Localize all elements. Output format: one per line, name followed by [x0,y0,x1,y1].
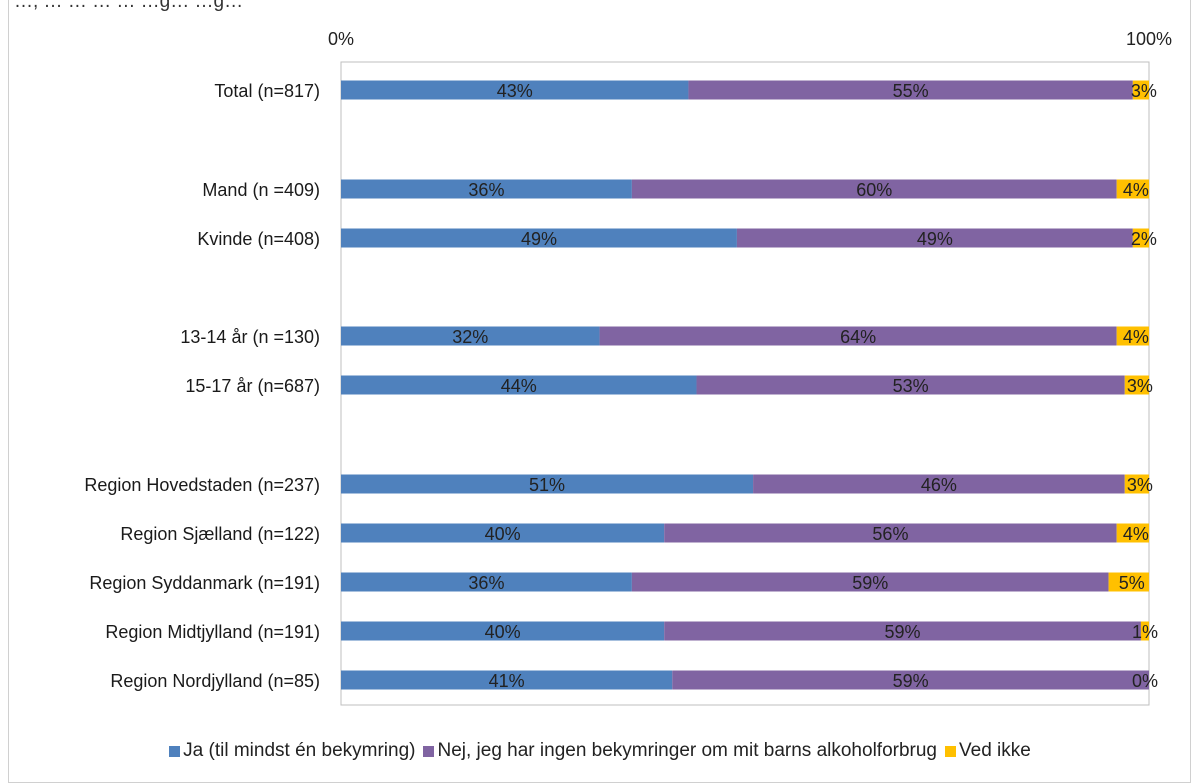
bar-segment [1116,179,1149,199]
bar-segment [1124,375,1149,395]
bar-segment [341,326,600,346]
data-label: 56% [872,524,908,544]
data-label: 3% [1131,81,1157,101]
data-label: 46% [921,475,957,495]
data-label: 4% [1123,180,1149,200]
category-label: Region Nordjylland (n=85) [110,671,320,691]
legend-swatch-nej [423,745,435,757]
bar-segment [341,80,689,100]
bar-segment [1116,523,1149,543]
bar-segment [688,80,1133,100]
legend-label-ja: Ja (til mindst én bekymring) [183,740,416,761]
bar-segment [664,523,1117,543]
x-tick-label: 0% [328,29,354,49]
bar-segment [341,523,665,543]
bar-segment [599,326,1117,346]
data-label: 0% [1132,671,1158,691]
data-label: 41% [489,671,525,691]
data-label: 40% [485,524,521,544]
data-label: 59% [885,622,921,642]
bar-segment [341,670,673,690]
data-label: 59% [893,671,929,691]
category-label: Total (n=817) [214,81,320,101]
bar-segment [753,474,1125,494]
data-label: 49% [917,229,953,249]
bar-segment [1124,474,1149,494]
data-label: 1% [1132,622,1158,642]
chart-legend: Ja (til mindst én bekymring) Nej, jeg ha… [0,740,1200,762]
category-label: Region Syddanmark (n=191) [89,573,320,593]
bar-segment [631,572,1109,592]
category-label: Region Sjælland (n=122) [120,524,320,544]
category-label: 15-17 år (n=687) [185,376,320,396]
category-label: Region Hovedstaden (n=237) [84,475,320,495]
legend-item-nej: Nej, jeg har ingen bekymringer om mit ba… [423,740,937,762]
data-label: 2% [1131,229,1157,249]
bar-segment [672,670,1149,690]
data-label: 5% [1119,573,1145,593]
bar-segment [341,621,665,641]
bar-segment [341,572,632,592]
bar-segment [1132,228,1149,248]
data-label: 40% [485,622,521,642]
cut-off-header-text: …, … … … … …g… …g… [14,0,244,12]
category-label: Kvinde (n=408) [197,229,320,249]
bar-segment [664,621,1141,641]
data-label: 3% [1127,376,1153,396]
data-label: 3% [1127,475,1153,495]
data-label: 36% [468,180,504,200]
legend-item-ja: Ja (til mindst én bekymring) [169,740,415,762]
data-label: 60% [856,180,892,200]
legend-label-ved-ikke: Ved ikke [959,740,1031,761]
category-label: 13-14 år (n =130) [180,327,320,347]
data-label: 59% [852,573,888,593]
bar-segment [341,228,737,248]
data-label: 32% [452,327,488,347]
bar-segment [1140,621,1149,641]
data-label: 51% [529,475,565,495]
bar-segment [736,228,1133,248]
data-label: 53% [893,376,929,396]
data-label: 64% [840,327,876,347]
data-label: 49% [521,229,557,249]
x-tick-label: 100% [1126,29,1172,49]
category-label: Region Midtjylland (n=191) [105,622,320,642]
data-label: 55% [893,81,929,101]
data-label: 36% [468,573,504,593]
bar-segment [696,375,1125,395]
bar-segment [1132,80,1149,100]
bar-segment [631,179,1117,199]
data-label: 4% [1123,327,1149,347]
bar-segment [341,474,754,494]
bar-segment [1108,572,1149,592]
bar-segment [1116,326,1149,346]
bar-segment [341,179,632,199]
data-label: 43% [497,81,533,101]
category-label: Mand (n =409) [202,180,320,200]
legend-swatch-ved-ikke [945,745,956,757]
bar-segment [341,375,697,395]
legend-label-nej: Nej, jeg har ingen bekymringer om mit ba… [437,740,937,761]
data-label: 44% [501,376,537,396]
legend-item-ved-ikke: Ved ikke [945,740,1031,762]
data-label: 4% [1123,524,1149,544]
legend-swatch-ja [169,745,181,757]
